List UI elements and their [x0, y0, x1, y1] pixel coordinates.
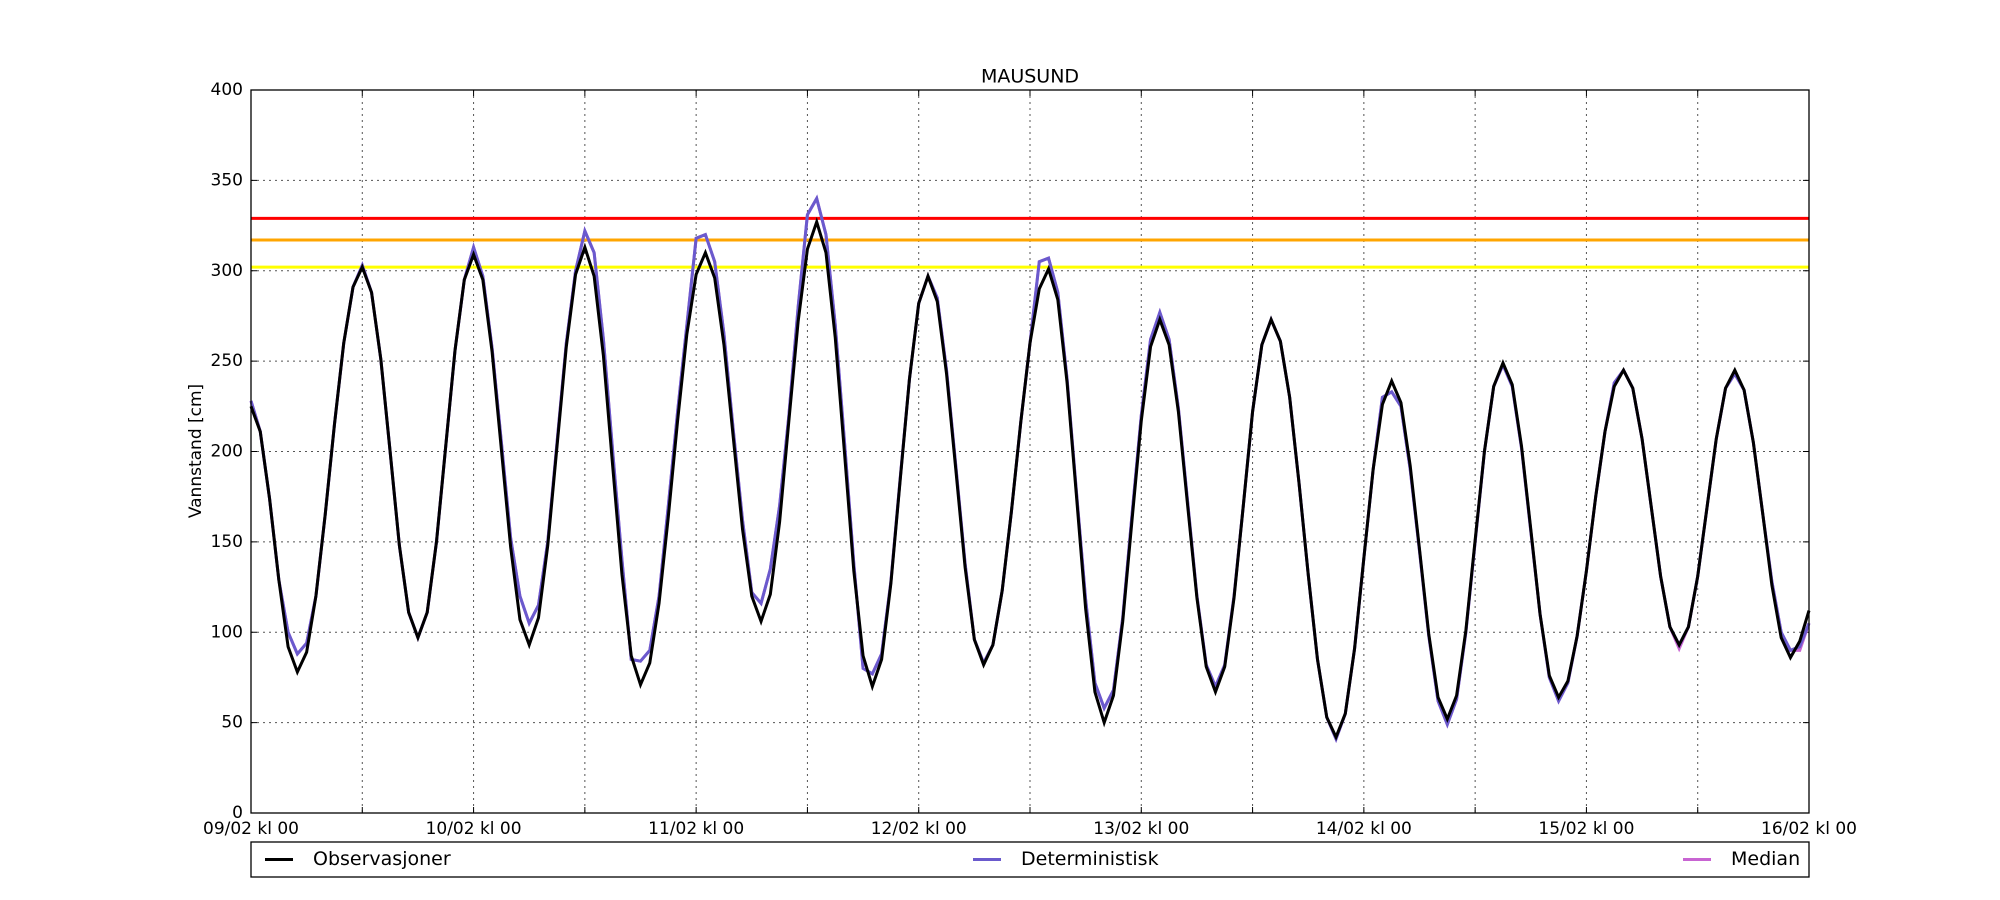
x-tick-label: 12/02 kl 00: [871, 819, 967, 839]
legend-box: [250, 841, 1810, 878]
y-tick-label: 400: [211, 80, 243, 100]
x-tick-label: 09/02 kl 00: [203, 819, 299, 839]
x-tick-label: 14/02 kl 00: [1316, 819, 1412, 839]
plot-frame: [250, 89, 1810, 814]
y-tick-label: 0: [232, 803, 243, 823]
y-tick-label: 350: [211, 170, 243, 190]
y-tick-label: 200: [211, 442, 243, 462]
legend-label: Observasjoner: [313, 848, 451, 870]
y-tick-label: 100: [211, 622, 243, 642]
y-axis-label: Vannstand [cm]: [186, 384, 206, 518]
y-tick-label: 300: [211, 261, 243, 281]
x-tick-label: 16/02 kl 00: [1761, 819, 1857, 839]
legend-label: Deterministisk: [1021, 848, 1159, 870]
x-tick-label: 13/02 kl 00: [1093, 819, 1189, 839]
series-line: [249, 217, 1811, 741]
y-tick-label: 250: [211, 351, 243, 371]
x-tick-label: 11/02 kl 00: [648, 819, 744, 839]
x-tick-label: 15/02 kl 00: [1538, 819, 1634, 839]
chart-title: MAUSUND: [981, 66, 1079, 88]
legend-label: Median: [1731, 848, 1800, 870]
y-tick-label: 50: [221, 713, 243, 733]
x-tick-label: 10/02 kl 00: [426, 819, 522, 839]
y-tick-label: 150: [211, 532, 243, 552]
